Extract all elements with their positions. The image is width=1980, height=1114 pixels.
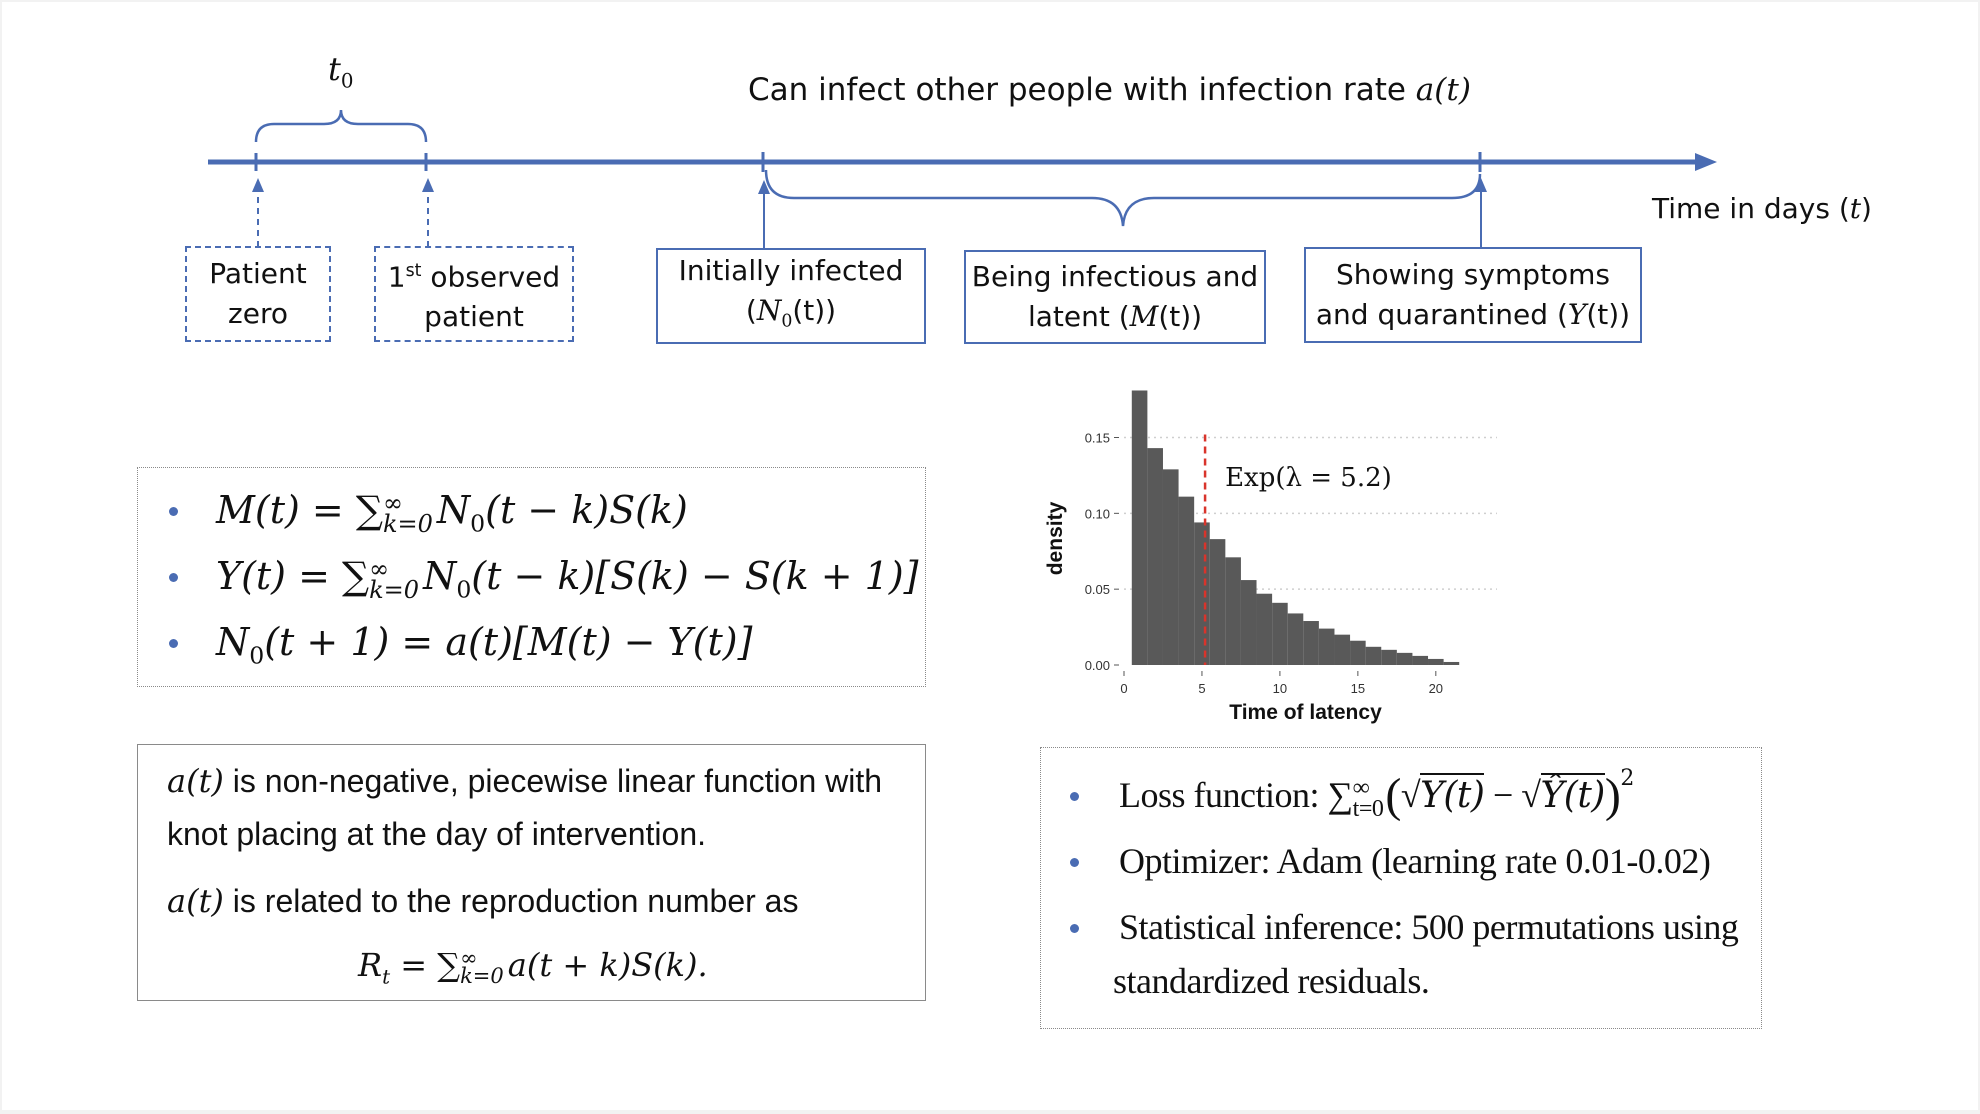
histogram-bar (1443, 661, 1460, 665)
bullet (169, 639, 178, 648)
at-line-2: knot placing at the day of intervention. (167, 816, 707, 852)
histogram-bar (1256, 593, 1273, 665)
x-tick-label: 0 (1120, 681, 1127, 696)
x-tick-label: 5 (1198, 681, 1205, 696)
infectious-latent-box: Being infectious and latent (M(t)) (964, 250, 1266, 344)
y-tick-label: 0.05 (1085, 582, 1110, 597)
inference-text-line1: Statistical inference: 500 permutations … (1119, 907, 1739, 947)
histogram-bar (1225, 557, 1241, 665)
histogram-bar (1303, 621, 1319, 665)
histogram-bar (1194, 522, 1210, 665)
t0-label: t0 (328, 50, 354, 93)
histogram-bar (1272, 602, 1288, 665)
histogram-bar (1428, 658, 1444, 665)
histogram-bar (1147, 448, 1163, 665)
optimization-panel (1040, 747, 1762, 1029)
histogram-bar (1396, 652, 1413, 665)
symptoms-box: Showing symptoms and quarantined (Y(t)) (1304, 247, 1642, 343)
y-tick-label: 0.15 (1085, 431, 1110, 446)
y-tick-label: 0.00 (1085, 658, 1110, 673)
inference-text-line2: standardized residuals. (1113, 961, 1430, 1001)
x-axis-label: Time of latency (1229, 701, 1382, 724)
bullet (1070, 792, 1079, 801)
histogram-bar (1287, 613, 1304, 665)
bullet (1070, 924, 1079, 933)
histogram-bar (1318, 628, 1335, 665)
histogram-bar (1350, 640, 1366, 665)
histogram-bar (1162, 469, 1179, 665)
histogram-bar (1178, 496, 1195, 665)
latency-histogram: Exp(λ = 5.2) 0.00 0.05 0.10 0.15 0 5 10 15 20 Time… (1044, 390, 1497, 724)
loss-function-text: Loss function: ∑ ∞ t=0 (√Y(t) − √Ŷ(t))2 (1119, 766, 1634, 822)
patient-zero-box: Patient zero (185, 246, 331, 342)
histogram-bar (1334, 634, 1351, 665)
timeline-graphic (208, 109, 1717, 249)
equation-n0: N0(t + 1) = a(t)[M(t) − Y(t)] (216, 620, 753, 670)
initially-infected-box: Initially infected (N0(t)) (656, 248, 926, 344)
histogram-bar (1240, 580, 1257, 665)
histogram-bar (1131, 390, 1148, 665)
infection-rate-text: Can infect other people with infection r… (748, 72, 1471, 108)
histogram-bar (1365, 646, 1382, 665)
t0-brace (254, 109, 428, 143)
time-axis-arrowhead (1695, 153, 1717, 171)
x-tick-label: 15 (1351, 681, 1365, 696)
x-tick-label: 20 (1429, 681, 1443, 696)
x-tick-label: 10 (1273, 681, 1287, 696)
y-tick-label: 0.10 (1085, 506, 1110, 521)
time-axis-label: Time in days (t) (1652, 192, 1872, 225)
rt-equation: Rt = ∑ ∞ k=0 a(t + k)S(k). (358, 945, 708, 989)
at-line-1: a(t) is non-negative, piecewise linear f… (167, 762, 883, 800)
equation-m: M(t) = ∑ ∞ k=0 N0(t − k)S(k) (216, 488, 688, 538)
first-observed-box: 1st observed patient (374, 246, 574, 342)
bullet (169, 573, 178, 582)
histogram-bar (1412, 655, 1429, 665)
bullet (1070, 858, 1079, 867)
latent-brace (764, 169, 1482, 227)
equation-y: Y(t) = ∑ ∞ k=0 N0(t − k)[S(k) − S(k + 1)] (216, 554, 919, 604)
equation-panel (137, 467, 926, 687)
at-description-panel (137, 744, 926, 1001)
histogram-bar (1209, 539, 1226, 665)
at-line-3: a(t) is related to the reproduction numb… (167, 882, 799, 920)
histogram-bar (1381, 649, 1397, 665)
optimizer-text: Optimizer: Adam (learning rate 0.01-0.02… (1119, 841, 1711, 881)
exp-annotation: Exp(λ = 5.2) (1225, 463, 1392, 493)
y-axis-label: density (1044, 501, 1067, 575)
bullet (169, 507, 178, 516)
